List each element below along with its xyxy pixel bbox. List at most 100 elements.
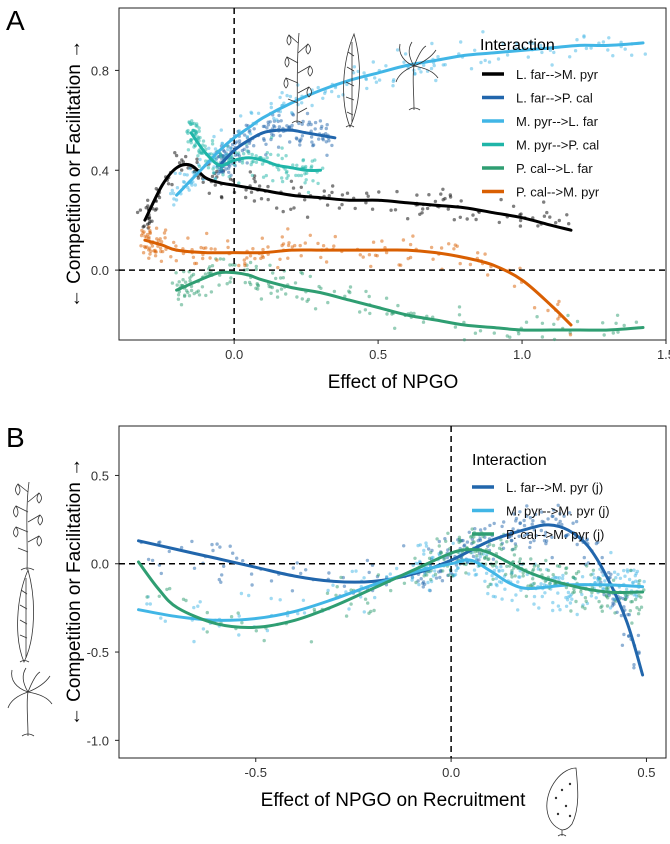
scatter-point xyxy=(229,276,233,280)
scatter-point xyxy=(532,528,536,532)
scatter-point xyxy=(174,198,179,202)
scatter-point xyxy=(253,256,257,261)
scatter-point xyxy=(279,119,283,123)
scatter-point xyxy=(187,120,191,124)
scatter-point xyxy=(330,190,334,195)
scatter-point xyxy=(192,291,196,296)
scatter-point xyxy=(518,557,522,561)
scatter-point xyxy=(244,195,248,200)
scatter-point xyxy=(421,207,425,211)
scatter-point xyxy=(275,295,280,299)
scatter-point xyxy=(421,581,425,586)
scatter-point xyxy=(347,607,351,611)
scatter-point xyxy=(141,225,145,229)
scatter-point xyxy=(487,60,492,64)
scatter-point xyxy=(602,333,606,337)
scatter-point xyxy=(354,569,358,573)
scatter-point xyxy=(296,102,300,107)
scatter-point xyxy=(602,587,606,591)
scatter-point xyxy=(612,570,617,574)
scatter-point xyxy=(632,666,636,670)
scatter-point xyxy=(435,537,439,541)
scatter-point xyxy=(408,255,413,260)
scatter-point xyxy=(491,577,495,581)
scatter-point xyxy=(539,528,543,533)
scatter-point xyxy=(178,171,182,176)
scatter-point xyxy=(145,595,149,599)
y-tick-label: 0.4 xyxy=(91,163,109,178)
scatter-point xyxy=(540,50,544,55)
scatter-point xyxy=(421,585,425,589)
scatter-point xyxy=(330,143,334,148)
scatter-point xyxy=(221,257,226,261)
scatter-point xyxy=(497,569,501,573)
scatter-point xyxy=(499,543,503,547)
y-tick-label: 0.0 xyxy=(91,263,109,278)
scatter-point xyxy=(218,257,223,261)
scatter-point xyxy=(487,557,491,561)
scatter-point xyxy=(259,297,264,301)
scatter-point xyxy=(324,260,329,264)
scatter-point xyxy=(490,573,494,578)
scatter-point xyxy=(361,255,365,259)
scatter-point xyxy=(431,555,435,560)
scatter-point xyxy=(608,606,613,610)
scatter-point xyxy=(528,41,532,45)
scatter-point xyxy=(611,331,615,335)
scatter-point xyxy=(429,66,434,71)
scatter-point xyxy=(254,629,258,633)
scatter-point xyxy=(237,154,242,158)
y-axis-label-b: ← Competition or Facilitation → xyxy=(64,458,85,726)
scatter-point xyxy=(215,166,219,170)
scatter-point xyxy=(500,524,504,529)
scatter-point xyxy=(345,191,350,195)
scatter-point xyxy=(478,537,482,541)
scatter-point xyxy=(510,548,514,552)
scatter-point xyxy=(390,312,394,316)
scatter-point xyxy=(415,193,419,197)
scatter-point xyxy=(334,593,338,597)
scatter-point xyxy=(305,111,310,116)
scatter-point xyxy=(603,579,607,583)
scatter-point xyxy=(467,530,471,534)
scatter-point xyxy=(300,101,304,105)
scatter-point xyxy=(296,611,300,616)
scatter-point xyxy=(211,171,216,175)
scatter-point xyxy=(222,564,226,568)
legend-entry: M. pyr-->P. cal xyxy=(516,138,599,153)
x-tick-label: 0.5 xyxy=(637,765,655,780)
scatter-point xyxy=(616,330,620,334)
scatter-point xyxy=(309,135,314,139)
scatter-point xyxy=(419,70,423,74)
scatter-point xyxy=(637,650,641,654)
scatter-point xyxy=(616,572,620,577)
scatter-point xyxy=(193,144,198,148)
scatter-point xyxy=(427,588,432,592)
scatter-point xyxy=(228,280,232,284)
scatter-point xyxy=(552,50,556,55)
scatter-point xyxy=(150,244,155,248)
scatter-point xyxy=(395,189,399,194)
series-line xyxy=(143,238,573,327)
scatter-point xyxy=(324,140,328,144)
scatter-point xyxy=(409,311,413,315)
scatter-point xyxy=(239,114,243,118)
scatter-point xyxy=(282,101,286,105)
scatter-point xyxy=(344,590,348,594)
scatter-point xyxy=(362,71,366,75)
scatter-point xyxy=(358,253,362,257)
scatter-point xyxy=(483,527,487,531)
scatter-point xyxy=(539,510,544,514)
scatter-point xyxy=(286,227,290,231)
scatter-point xyxy=(197,150,201,155)
giant-kelp-sketch-icon xyxy=(13,481,43,571)
scatter-point xyxy=(159,571,163,576)
scatter-point xyxy=(163,619,167,623)
scatter-point xyxy=(607,36,611,40)
scatter-point xyxy=(145,222,150,226)
scatter-point xyxy=(492,521,496,526)
scatter-point xyxy=(598,577,602,581)
scatter-point xyxy=(169,191,173,196)
scatter-point xyxy=(479,552,484,556)
scatter-point xyxy=(271,179,275,183)
